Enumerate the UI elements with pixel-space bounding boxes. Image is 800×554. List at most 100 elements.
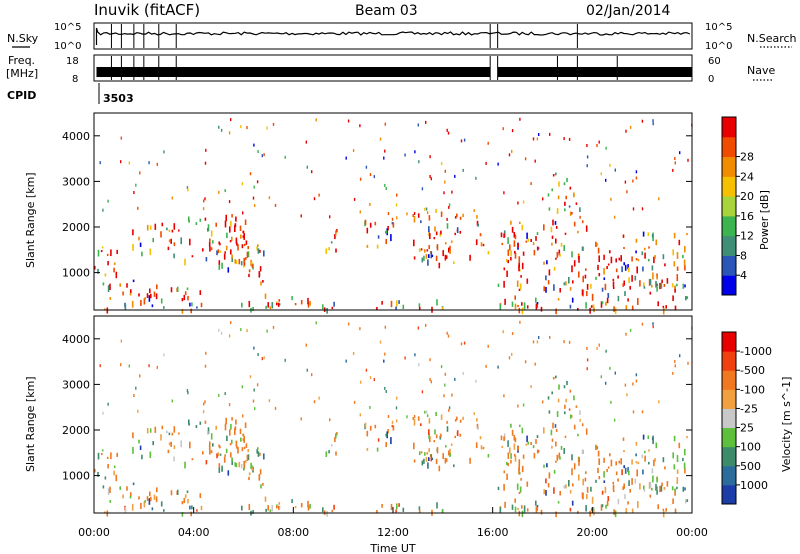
range-cell — [352, 352, 355, 355]
range-cell — [676, 252, 679, 259]
range-cell — [656, 283, 658, 287]
range-cell — [202, 248, 204, 252]
range-cell — [247, 454, 250, 461]
range-cell — [607, 293, 609, 296]
range-cell — [624, 383, 627, 387]
range-cell — [537, 247, 540, 250]
range-cell — [454, 377, 456, 381]
range-cell — [552, 377, 555, 380]
range-cell — [441, 510, 444, 514]
range-cell — [439, 435, 442, 440]
range-cell — [598, 476, 601, 480]
range-cell — [659, 485, 661, 493]
colorbar-frame — [721, 331, 737, 505]
range-cell — [532, 340, 535, 344]
x-tick-label: 04:00 — [178, 526, 210, 539]
range-cell — [245, 443, 248, 448]
range-cell — [584, 274, 587, 279]
range-cell — [462, 371, 464, 375]
range-cell — [563, 448, 565, 454]
range-cell — [167, 246, 170, 251]
range-cell — [571, 500, 574, 506]
range-cell — [436, 299, 438, 306]
range-cell — [444, 383, 446, 387]
range-cell — [207, 427, 210, 435]
range-cell — [641, 410, 644, 414]
range-cell — [517, 242, 519, 248]
range-cell — [511, 226, 514, 233]
range-cell — [149, 288, 151, 293]
range-cell — [469, 254, 471, 261]
range-cell — [625, 305, 628, 310]
range-cell — [284, 358, 286, 362]
range-cell — [527, 238, 529, 242]
range-cell — [614, 510, 617, 518]
x-axis-label: Time UT — [369, 542, 415, 554]
range-cell — [598, 140, 600, 144]
range-cell — [637, 461, 640, 465]
range-cell — [597, 247, 600, 254]
y-tick-label: 1000 — [62, 267, 90, 280]
range-cell — [246, 251, 249, 258]
range-cell — [262, 280, 264, 283]
range-cell — [240, 125, 242, 129]
range-cell — [395, 306, 397, 310]
range-cell — [171, 196, 173, 200]
range-cell — [205, 460, 208, 465]
range-cell — [102, 411, 104, 415]
range-cell — [553, 469, 556, 474]
velocity-y-axis: 1000 2000 3000 4000 — [62, 333, 692, 483]
range-cell — [418, 506, 421, 510]
range-cell — [186, 490, 189, 494]
range-cell — [514, 498, 516, 503]
range-cell — [617, 478, 619, 482]
range-cell — [429, 233, 431, 240]
range-cell — [129, 292, 132, 296]
range-cell — [210, 433, 213, 440]
velocity-colorbar: 1000 500 100 25 -25 -100 -500 -1000 — [721, 331, 772, 505]
range-cell — [647, 435, 650, 439]
range-cell — [652, 272, 654, 280]
range-cell — [129, 495, 132, 499]
range-cell — [581, 289, 584, 296]
range-cell — [379, 137, 382, 141]
range-cell — [406, 415, 408, 419]
range-cell — [433, 440, 436, 443]
range-cell — [364, 422, 367, 428]
range-cell — [188, 216, 190, 222]
range-cell — [652, 325, 654, 329]
range-cell — [167, 449, 170, 454]
range-cell — [329, 215, 331, 219]
range-cell — [152, 441, 154, 446]
range-cell — [644, 450, 646, 454]
range-cell — [476, 220, 479, 226]
range-cell — [107, 402, 109, 406]
range-cell — [242, 433, 245, 437]
range-cell — [264, 496, 267, 502]
range-cell — [510, 250, 512, 256]
range-cell — [435, 231, 438, 236]
range-cell — [558, 249, 561, 256]
range-cell — [398, 300, 400, 304]
range-cell — [241, 244, 244, 249]
range-cell — [648, 461, 650, 465]
range-cell — [377, 438, 380, 442]
range-cell — [570, 212, 573, 215]
range-cell — [631, 305, 634, 311]
range-cell — [510, 423, 512, 428]
range-cell — [603, 471, 605, 478]
range-cell — [191, 255, 194, 258]
colorbar-segment — [722, 332, 736, 352]
range-cell — [228, 403, 231, 407]
range-cell — [445, 255, 448, 259]
range-cell — [148, 161, 150, 165]
range-cell — [430, 177, 432, 181]
freq-unit-label: [MHz] — [6, 67, 38, 80]
range-cell — [369, 376, 372, 380]
range-cell — [565, 484, 567, 489]
range-cell — [379, 340, 382, 344]
range-cell — [606, 266, 608, 270]
range-cell — [144, 297, 146, 300]
range-cell — [102, 282, 105, 286]
